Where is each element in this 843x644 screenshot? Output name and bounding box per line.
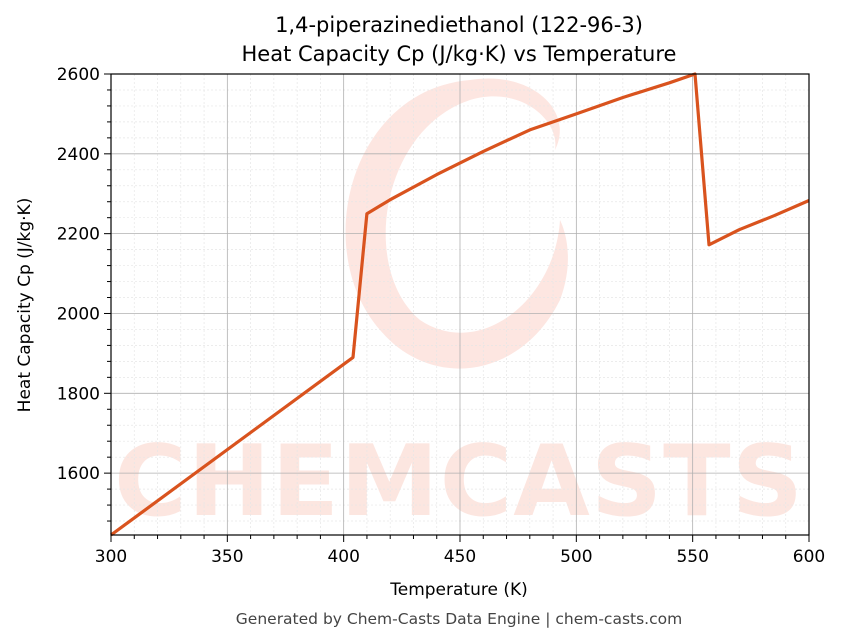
watermark-text: CHEMCASTS: [114, 425, 804, 539]
y-axis-label: Heat Capacity Cp (J/kg·K): [15, 198, 35, 413]
x-axis-ticks: 300 350 400 450 500 550 600: [95, 535, 825, 567]
y-tick-label: 2600: [57, 65, 100, 85]
y-tick-label: 1800: [57, 384, 100, 404]
chart-title-line2: Heat Capacity Cp (J/kg·K) vs Temperature: [242, 42, 677, 66]
x-tick-label: 400: [327, 547, 359, 567]
footer-credit: Generated by Chem-Casts Data Engine | ch…: [236, 610, 682, 628]
series-line: [110, 72, 810, 537]
y-tick-label: 1600: [57, 464, 100, 484]
x-axis-label: Temperature (K): [389, 580, 528, 600]
y-tick-label: 2000: [57, 304, 100, 324]
x-tick-label: 600: [793, 547, 825, 567]
x-tick-label: 300: [95, 547, 127, 567]
chart-title-line1: 1,4-piperazinediethanol (122-96-3): [275, 13, 643, 37]
y-tick-label: 2400: [57, 145, 100, 165]
major-grid: [110, 73, 810, 535]
x-tick-label: 500: [560, 547, 592, 567]
x-tick-label: 450: [444, 547, 476, 567]
watermark-logo: CHEMCASTS: [114, 78, 804, 539]
x-tick-label: 550: [676, 547, 708, 567]
y-axis-ticks: 1600 1800 2000 2200 2400 2600: [57, 65, 111, 522]
y-tick-label: 2200: [57, 225, 100, 245]
watermark-swoosh: [345, 78, 568, 369]
x-tick-label: 350: [211, 547, 243, 567]
